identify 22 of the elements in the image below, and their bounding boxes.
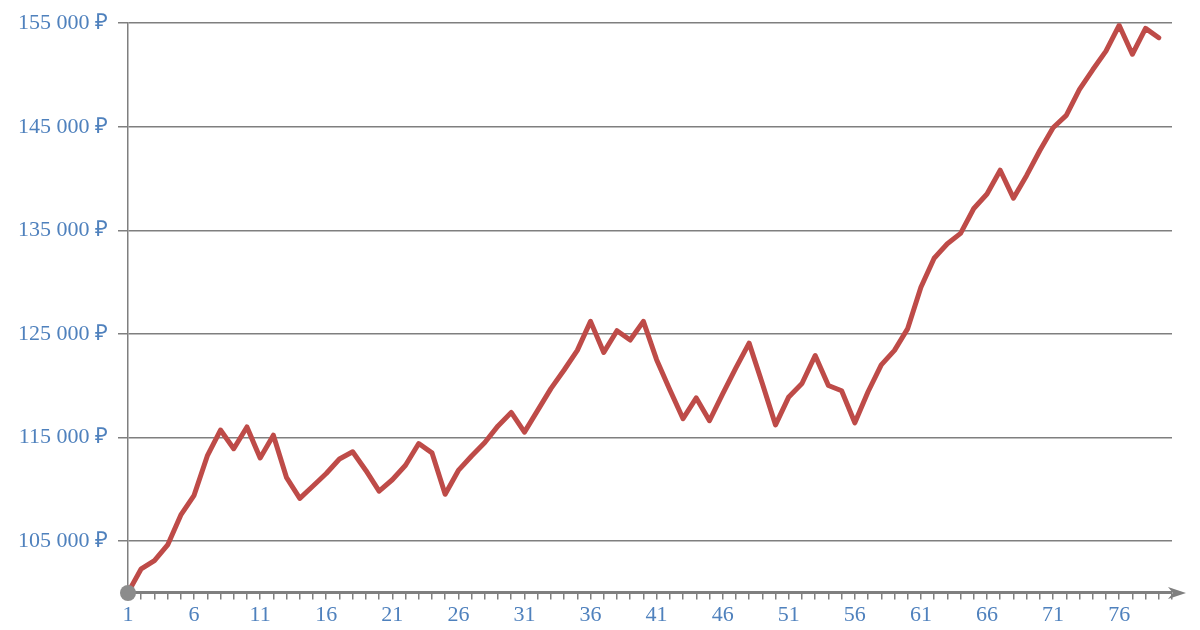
x-tick-label: 56 bbox=[843, 600, 866, 626]
x-tick-label: 71 bbox=[1042, 600, 1065, 626]
y-tick-label: 145 000 ₽ bbox=[18, 112, 108, 138]
x-tick-label: 76 bbox=[1108, 600, 1131, 626]
y-tick-label: 105 000 ₽ bbox=[18, 526, 108, 552]
x-tick-label: 1 bbox=[122, 600, 134, 626]
y-tick-label: 155 000 ₽ bbox=[18, 8, 108, 34]
x-tick-label: 16 bbox=[315, 600, 338, 626]
y-tick-label: 125 000 ₽ bbox=[18, 319, 108, 345]
x-tick-label: 26 bbox=[447, 600, 470, 626]
x-tick-label: 51 bbox=[777, 600, 800, 626]
y-tick-label: 115 000 ₽ bbox=[18, 423, 108, 449]
x-tick-label: 46 bbox=[711, 600, 734, 626]
x-tick-label: 41 bbox=[645, 600, 668, 626]
y-tick-label: 135 000 ₽ bbox=[18, 216, 108, 242]
x-tick-label: 36 bbox=[579, 600, 602, 626]
x-tick-label: 11 bbox=[249, 600, 271, 626]
x-tick-label: 21 bbox=[381, 600, 404, 626]
x-tick-label: 61 bbox=[909, 600, 932, 626]
x-tick-label: 31 bbox=[513, 600, 536, 626]
x-tick-label: 6 bbox=[188, 600, 200, 626]
x-tick-label: 66 bbox=[975, 600, 998, 626]
